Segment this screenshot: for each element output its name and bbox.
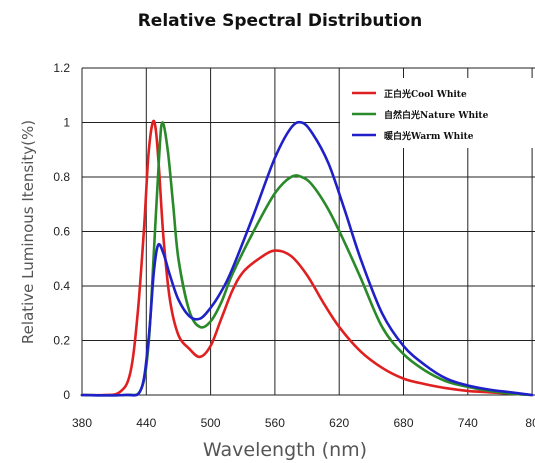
y-tick-label: 0.6 (53, 225, 70, 239)
series-lines (80, 119, 534, 397)
y-tick-label: 1.2 (53, 61, 70, 75)
series-line-nature-white (80, 121, 534, 397)
x-tick-label: 620 (329, 416, 349, 430)
x-tick-label: 680 (393, 416, 413, 430)
x-tick-label: 440 (136, 416, 156, 430)
y-axis-label: Relative Luminous Itensity(%) (19, 120, 37, 344)
x-tick-label: 560 (265, 416, 285, 430)
legend-label-warm: 暖白光Warm White (384, 130, 474, 142)
legend-label-nature: 自然白光Nature White (384, 109, 489, 121)
chart-title: Relative Spectral Distribution (138, 11, 423, 31)
legend-label-cool: 正白光Cool White (384, 88, 467, 100)
y-tick-label: 1 (63, 116, 70, 130)
legend: 正白光Cool White 自然白光Nature White 暖白光Warm W… (340, 78, 535, 148)
y-tick-label: 0.4 (53, 279, 70, 293)
x-axis-label: Wavelength (nm) (203, 439, 367, 461)
tick-labels: 3804405005606206807408000.20.40.60.811.2 (53, 61, 535, 430)
series-line-warm-white (80, 120, 534, 397)
series-line-cool-white (80, 119, 534, 397)
y-tick-label: 0.2 (53, 334, 70, 348)
x-tick-label: 740 (458, 416, 478, 430)
y-tick-label: 0 (63, 388, 70, 402)
x-tick-label: 80 (525, 416, 535, 430)
x-tick-label: 500 (201, 416, 221, 430)
x-tick-label: 380 (72, 416, 92, 430)
y-tick-label: 0.8 (53, 170, 70, 184)
